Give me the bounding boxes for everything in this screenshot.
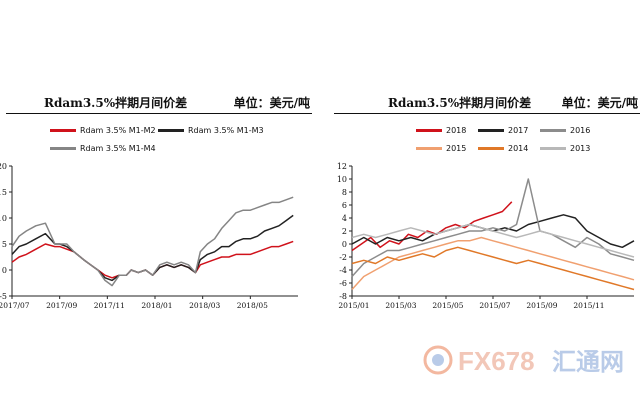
watermark-tagline: 汇通网	[552, 348, 624, 376]
unit-label: 单位：美元/吨	[561, 96, 638, 110]
y-tick-label: 10	[0, 214, 7, 223]
legend-swatch	[540, 147, 566, 150]
legend-swatch	[416, 129, 442, 132]
legend-swatch	[478, 129, 504, 132]
series-line-2013	[351, 223, 635, 258]
legend-swatch	[478, 147, 504, 150]
unit-label: 单位：美元/吨	[233, 96, 310, 110]
x-tick-label: 2015/09	[526, 301, 557, 310]
legend-label: 2018	[446, 126, 467, 135]
line-chart-right: -8 -6 -4 -2 0 2 4 6 8 10 12 2015/01 2015/03 2015/05 20…	[337, 162, 635, 310]
legend-label: 2015	[446, 144, 467, 153]
y-tick-label: 0	[2, 266, 7, 275]
x-tick-label: 2018/01	[141, 301, 172, 310]
y-tick-label: -4	[339, 266, 347, 275]
y-tick-label: -5	[0, 292, 7, 301]
x-tick-label: 2015/07	[479, 301, 510, 310]
x-tick-label: 2017/07	[0, 301, 30, 310]
legend-label: Rdam 3.5% M1-M3	[188, 126, 264, 135]
legend-label: Rdam 3.5% M1-M4	[80, 144, 156, 153]
chart-panel-right: Rdam3.5%拌期月间价差 单位：美元/吨 2018 2017 2016 2015 2…	[328, 80, 640, 310]
chart-title: Rdam3.5%拌期月间价差	[388, 96, 532, 110]
fx678-logo-icon	[423, 345, 453, 375]
legend-swatch	[540, 129, 566, 132]
x-tick-label: 2017/09	[46, 301, 77, 310]
chart-title: Rdam3.5%拌期月间价差	[44, 96, 188, 110]
legend-swatch	[50, 147, 76, 150]
series-line-2014	[351, 246, 635, 291]
y-tick-label: 2	[342, 227, 347, 236]
series-line-rdam-3-5-m1-m2	[11, 240, 294, 279]
series-line-2015	[351, 236, 635, 291]
series-line-rdam-3-5-m1-m3	[11, 214, 294, 282]
legend: Rdam 3.5% M1-M2 Rdam 3.5% M1-M3 Rdam 3.5% …	[0, 122, 312, 154]
fx678-watermark: FX678 汇通网	[423, 345, 624, 376]
legend-swatch	[416, 147, 442, 150]
legend-item: 2016	[540, 126, 590, 135]
y-tick-label: -6	[339, 279, 347, 288]
legend-item: 2014	[478, 144, 528, 153]
chart-panel-left: Rdam3.5%拌期月间价差 单位：美元/吨 Rdam 3.5% M1-M2 Rd…	[0, 80, 312, 310]
y-tick-label: 15	[0, 188, 7, 197]
x-tick-label: 2018/03	[189, 301, 220, 310]
x-tick-label: 2015/03	[385, 301, 416, 310]
line-chart-left: -5 0 5 10 15 20 2017/07 2017/09 2017/11 2018/01 20…	[0, 162, 298, 310]
legend-swatch	[158, 129, 184, 132]
legend-label: 2016	[570, 126, 591, 135]
y-tick-label: 10	[337, 175, 347, 184]
x-tick-label: 2018/05	[237, 301, 268, 310]
chart-title-bar: Rdam3.5%拌期月间价差 单位：美元/吨	[0, 92, 312, 114]
legend-label: 2014	[508, 144, 529, 153]
legend-label: 2017	[508, 126, 529, 135]
legend: 2018 2017 2016 2015 2014 2013	[328, 122, 640, 154]
x-tick-label: 2015/11	[573, 301, 604, 310]
legend-item: 2017	[478, 126, 528, 135]
legend-label: 2013	[570, 144, 591, 153]
legend-swatch	[50, 129, 76, 132]
chart-title-bar: Rdam3.5%拌期月间价差 单位：美元/吨	[328, 92, 640, 114]
watermark-brand: FX678	[458, 346, 535, 376]
legend-item: Rdam 3.5% M1-M3	[158, 126, 264, 135]
legend-item: 2018	[416, 126, 466, 135]
y-tick-label: 6	[342, 201, 347, 210]
x-tick-label: 2015/05	[432, 301, 463, 310]
y-tick-label: 0	[342, 240, 347, 249]
y-tick-label: 4	[342, 214, 347, 223]
y-tick-label: 12	[337, 162, 347, 171]
title-rule	[6, 113, 312, 114]
series-line-rdam-3-5-m1-m4	[11, 196, 294, 287]
legend-label: Rdam 3.5% M1-M2	[80, 126, 156, 135]
legend-item: 2013	[540, 144, 590, 153]
title-rule	[334, 113, 640, 114]
legend-item: Rdam 3.5% M1-M2	[50, 126, 156, 135]
series-line-2016	[351, 178, 635, 278]
y-tick-label: 5	[2, 240, 7, 249]
y-tick-label: -2	[339, 253, 347, 262]
y-tick-label: 8	[342, 188, 347, 197]
x-tick-label: 2017/11	[94, 301, 125, 310]
y-tick-label: -8	[339, 292, 347, 301]
x-tick-label: 2015/01	[338, 301, 369, 310]
legend-item: Rdam 3.5% M1-M4	[50, 144, 156, 153]
legend-item: 2015	[416, 144, 466, 153]
series-line-2018	[351, 201, 513, 252]
y-tick-label: 20	[0, 162, 7, 171]
